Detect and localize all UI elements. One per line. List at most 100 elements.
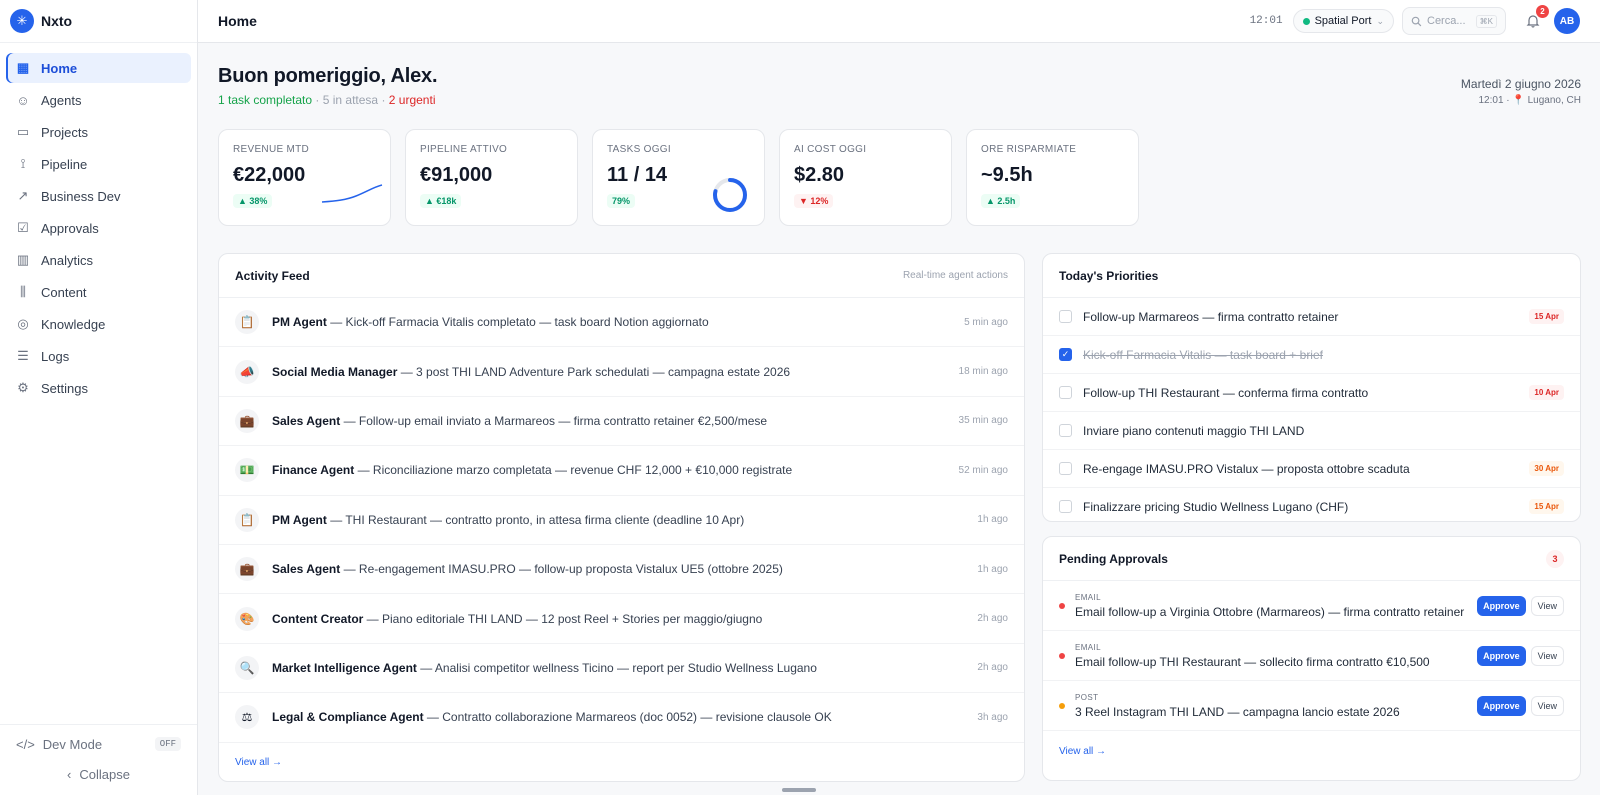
- priority-checkbox[interactable]: [1059, 500, 1072, 513]
- priority-text: Follow-up THI Restaurant — conferma firm…: [1083, 385, 1369, 400]
- kpi-value: ~9.5h: [981, 164, 1033, 186]
- approve-button[interactable]: Approve: [1477, 695, 1526, 716]
- activity-item[interactable]: 📣 Social Media Manager — 3 post THI LAND …: [219, 347, 1024, 397]
- sidebar-item-content[interactable]: ⫼ Content: [6, 277, 191, 307]
- priority-checkbox[interactable]: ✓: [1059, 348, 1072, 361]
- sidebar-item-logs[interactable]: ☰ Logs: [6, 341, 191, 371]
- activity-description: — THI Restaurant — contratto pronto, in …: [326, 512, 745, 527]
- approvals-view-all-link[interactable]: View all →: [1059, 745, 1107, 757]
- workspace-selector[interactable]: Spatial Port ⌄: [1292, 9, 1394, 33]
- sidebar-item-projects[interactable]: ▭ Projects: [6, 117, 191, 147]
- activity-feed: Activity Feed Real-time agent actions 📋 P…: [218, 253, 1025, 782]
- activity-feed-hint: Real-time agent actions: [902, 270, 1008, 281]
- approval-body: POST 3 Reel Instagram THI LAND — campagna…: [1075, 693, 1467, 719]
- greeting: Buon pomeriggio, Alex. 1 task completato…: [218, 65, 438, 107]
- activity-time: 18 min ago: [958, 366, 1008, 378]
- activity-view-all-link[interactable]: View all →: [235, 757, 283, 769]
- activity-time: 52 min ago: [958, 464, 1008, 476]
- activity-time: 35 min ago: [958, 415, 1008, 427]
- notification-count: 2: [1536, 5, 1549, 18]
- sidebar-item-knowledge[interactable]: ◎ Knowledge: [6, 309, 191, 339]
- priority-dot-icon: [1059, 652, 1065, 659]
- collapse-button[interactable]: ‹ Collapse: [0, 759, 197, 789]
- activity-item[interactable]: 🎨 Content Creator — Piano editoriale THI …: [219, 594, 1024, 644]
- time-location: 12:01 · 📍 Lugano, CH: [1478, 95, 1581, 106]
- activity-item[interactable]: 💼 Sales Agent — Re-engagement IMASU.PRO —…: [219, 545, 1024, 595]
- gear-icon: ⚙: [17, 380, 29, 395]
- robot-icon: ☺: [16, 92, 30, 108]
- priority-checkbox[interactable]: [1059, 386, 1072, 399]
- agent-name: Finance Agent: [272, 463, 355, 478]
- activity-text: Legal & Compliance Agent — Contratto col…: [272, 710, 832, 724]
- priority-checkbox[interactable]: [1059, 424, 1072, 437]
- sidebar-item-approvals[interactable]: ☑ Approvals: [6, 213, 191, 243]
- kpi-value: €22,000: [233, 164, 306, 186]
- agent-icon: 🎨: [235, 606, 259, 631]
- kpi-card[interactable]: TASKS OGGI 11 / 14 79%: [592, 129, 765, 226]
- sidebar-item-pipeline[interactable]: ⟟ Pipeline: [6, 149, 191, 179]
- dev-mode-toggle[interactable]: </> Dev Mode OFF: [0, 729, 197, 759]
- trend-icon: ↗: [17, 188, 29, 203]
- approval-body: EMAIL Email follow-up THI Restaurant — so…: [1075, 643, 1467, 669]
- agent-name: Content Creator: [272, 611, 364, 626]
- due-date-badge: 30 Apr: [1529, 461, 1564, 476]
- check-square-icon: ☑: [17, 220, 29, 235]
- activity-item[interactable]: ⚖ Legal & Compliance Agent — Contratto co…: [219, 693, 1024, 743]
- approvals-count-badge: 3: [1546, 549, 1564, 568]
- approve-button[interactable]: Approve: [1477, 645, 1526, 666]
- agent-name: Sales Agent: [272, 562, 341, 577]
- tasks-progress-ring: [713, 178, 747, 212]
- topbar: Home 12:01 Spatial Port ⌄ Cerca... ⌘K 2 …: [198, 0, 1600, 43]
- view-button[interactable]: View: [1530, 645, 1564, 666]
- activity-description: — Analisi competitor wellness Ticino — r…: [416, 660, 817, 675]
- sidebar-item-label: Settings: [41, 380, 88, 396]
- approval-text: Email follow-up a Virginia Ottobre (Marm…: [1075, 604, 1465, 619]
- activity-time: 2h ago: [977, 662, 1008, 674]
- kpi-label: REVENUE MTD: [233, 144, 310, 155]
- agent-icon: 💵: [235, 458, 259, 483]
- sidebar-item-agents[interactable]: ☺ Agents: [6, 85, 191, 115]
- sidebar-item-home[interactable]: ▦ Home: [6, 53, 191, 83]
- resize-handle[interactable]: [782, 788, 816, 792]
- sidebar-item-business-dev[interactable]: ↗ Business Dev: [6, 181, 191, 211]
- kpi-card[interactable]: REVENUE MTD €22,000 ▲ 38%: [218, 129, 391, 226]
- kpi-card[interactable]: PIPELINE ATTIVO €91,000 ▲ €18k: [405, 129, 578, 226]
- kpi-label: ORE RISPARMIATE: [981, 144, 1077, 155]
- sidebar-item-analytics[interactable]: ▥ Analytics: [6, 245, 191, 275]
- notifications-button[interactable]: 2: [1520, 5, 1549, 34]
- approval-type: POST: [1075, 692, 1099, 702]
- agent-icon: 📋: [235, 507, 259, 532]
- kpi-card[interactable]: AI COST OGGI $2.80 ▼ 12%: [779, 129, 952, 226]
- grid-icon: ▦: [16, 60, 30, 75]
- activity-item[interactable]: 📋 PM Agent — THI Restaurant — contratto p…: [219, 496, 1024, 545]
- activity-item[interactable]: 🔍 Market Intelligence Agent — Analisi com…: [219, 644, 1024, 694]
- view-button[interactable]: View: [1530, 695, 1564, 716]
- approval-text: 3 Reel Instagram THI LAND — campagna lan…: [1075, 704, 1400, 719]
- view-button[interactable]: View: [1530, 595, 1564, 616]
- agent-name: PM Agent: [272, 512, 327, 527]
- kpi-label: PIPELINE ATTIVO: [420, 144, 508, 155]
- chevron-down-icon: ⌄: [1376, 15, 1384, 26]
- urgent-count: 2 urgenti: [388, 93, 436, 107]
- brand[interactable]: ✳ Nxto: [0, 0, 197, 43]
- sidebar-item-settings[interactable]: ⚙ Settings: [6, 373, 191, 403]
- agent-icon: 📋: [235, 310, 259, 335]
- activity-item[interactable]: 💵 Finance Agent — Riconciliazione marzo c…: [219, 446, 1024, 496]
- sidebar-item-label: Projects: [41, 124, 88, 140]
- priority-text: Finalizzare pricing Studio Wellness Luga…: [1083, 499, 1349, 514]
- approvals-list: EMAIL Email follow-up a Virginia Ottobre …: [1043, 581, 1580, 731]
- kpi-card[interactable]: ORE RISPARMIATE ~9.5h ▲ 2.5h: [966, 129, 1139, 226]
- activity-text: Market Intelligence Agent — Analisi comp…: [272, 661, 817, 675]
- avatar[interactable]: AB: [1554, 8, 1580, 34]
- activity-item[interactable]: 📋 PM Agent — Kick-off Farmacia Vitalis co…: [219, 298, 1024, 348]
- date-block: Martedì 2 giugno 2026 12:01 · 📍 Lugano, …: [1461, 77, 1581, 106]
- priority-checkbox[interactable]: [1059, 462, 1072, 475]
- activity-list: 📋 PM Agent — Kick-off Farmacia Vitalis co…: [219, 298, 1024, 743]
- kpi-value: 11 / 14: [607, 164, 668, 186]
- activity-description: — Riconciliazione marzo completata — rev…: [354, 463, 793, 478]
- status-dot-icon: [1302, 17, 1310, 25]
- search-input[interactable]: Cerca... ⌘K: [1402, 7, 1506, 35]
- activity-item[interactable]: 💼 Sales Agent — Follow-up email inviato a…: [219, 397, 1024, 447]
- approve-button[interactable]: Approve: [1477, 595, 1526, 616]
- priority-checkbox[interactable]: [1059, 310, 1072, 323]
